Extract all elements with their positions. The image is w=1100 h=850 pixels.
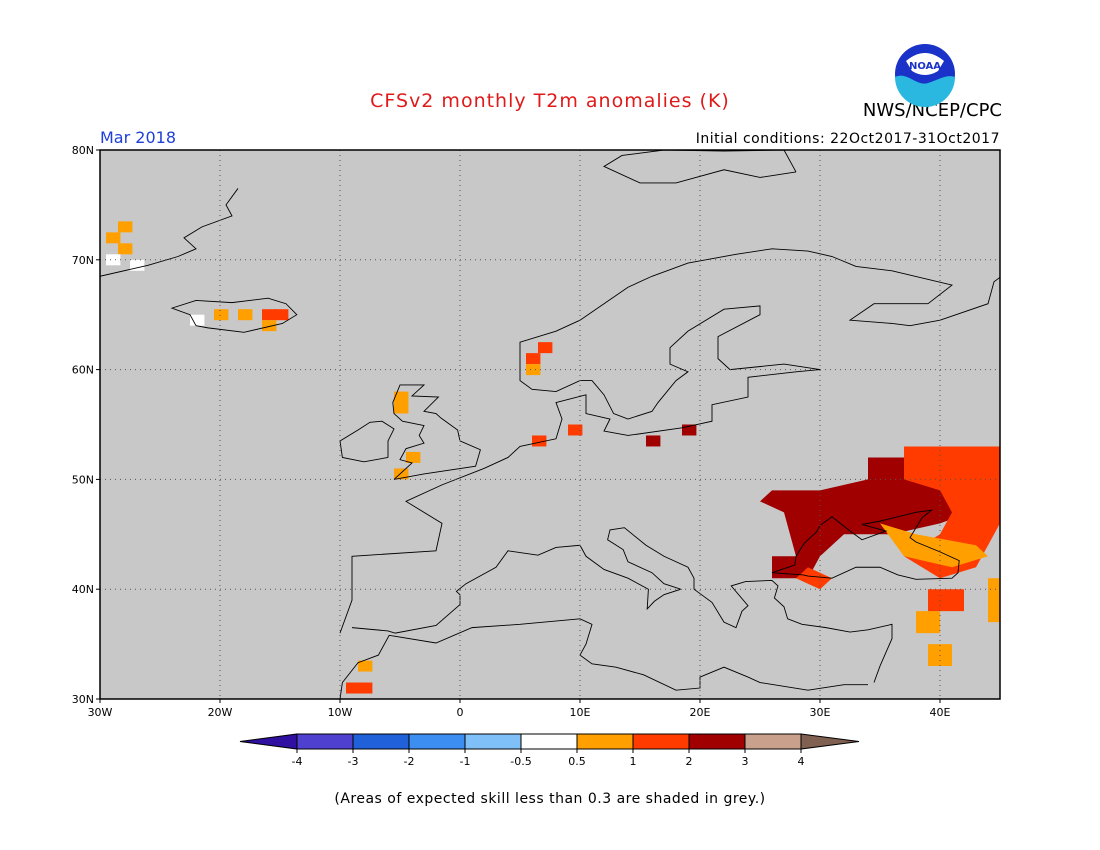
anomaly-cell	[118, 221, 133, 233]
lon-tick-label: 10E	[570, 706, 591, 719]
anomaly-cell	[358, 682, 373, 694]
anomaly-cell	[538, 342, 553, 354]
initial-conditions: Initial conditions: 22Oct2017-31Oct2017	[695, 131, 1000, 147]
anomaly-cell	[190, 314, 205, 326]
colorbar-arrow-high	[800, 733, 860, 750]
anomaly-region	[928, 589, 964, 612]
colorbar-label: -0.5	[510, 755, 531, 768]
colorbar-swatch	[296, 733, 354, 750]
anomaly-cell	[346, 682, 361, 694]
org-label: NWS/NCEP/CPC	[862, 100, 1002, 121]
anomaly-cell	[568, 424, 583, 436]
anomaly-cell	[394, 468, 409, 480]
lon-tick-label: 30W	[88, 706, 113, 719]
anomaly-cell	[532, 435, 547, 447]
colorbar-label: -1	[460, 755, 471, 768]
colorbar-label: 3	[742, 755, 749, 768]
anomaly-cell	[358, 660, 373, 672]
colorbar-swatch	[520, 733, 578, 750]
anomaly-cell	[106, 232, 121, 244]
anomaly-region	[796, 567, 832, 590]
colorbar-swatch	[576, 733, 634, 750]
lon-tick-label: 10W	[328, 706, 353, 719]
anomaly-region	[988, 578, 1000, 623]
anomaly-cell	[130, 259, 145, 271]
colorbar-swatch	[632, 733, 690, 750]
colorbar-label: -3	[348, 755, 359, 768]
anomaly-cell	[394, 402, 409, 414]
colorbar-swatch	[408, 733, 466, 750]
anomaly-region	[916, 611, 940, 634]
anomaly-cell	[106, 254, 121, 266]
lat-tick-label: 60N	[72, 364, 94, 377]
noaa-logo: NOAA	[893, 42, 957, 107]
colorbar-label: 0.5	[568, 755, 586, 768]
anomaly-cell	[526, 353, 541, 365]
lon-tick-label: 20W	[208, 706, 233, 719]
colorbar-swatch	[464, 733, 522, 750]
anomaly-cell	[274, 309, 289, 321]
colorbar-label: 4	[798, 755, 805, 768]
gridlines	[100, 150, 1000, 699]
anomaly-cell	[262, 309, 277, 321]
anomaly-cell	[526, 364, 541, 376]
lat-tick-label: 30N	[72, 693, 94, 706]
anomaly-cell	[682, 424, 697, 436]
forecast-period: Mar 2018	[100, 128, 176, 147]
colorbar-arrow-low	[239, 733, 298, 750]
anomaly-cell	[262, 320, 277, 332]
lon-tick-label: 30E	[810, 706, 831, 719]
anomaly-cell	[118, 243, 133, 255]
anomaly-cell	[238, 309, 253, 321]
colorbar-label: 1	[630, 755, 637, 768]
colorbar-swatch	[352, 733, 410, 750]
lat-tick-label: 80N	[72, 144, 94, 157]
anomaly-region	[880, 523, 988, 568]
map-frame	[99, 149, 1001, 700]
anomaly-cell	[214, 309, 229, 321]
logo-text: NOAA	[909, 61, 941, 72]
lon-tick-label: 20E	[690, 706, 711, 719]
colorbar-label: 2	[686, 755, 693, 768]
map-background	[100, 150, 1000, 699]
chart-title: CFSv2 monthly T2m anomalies (K)	[370, 90, 730, 112]
colorbar-swatch	[744, 733, 802, 750]
lon-tick-label: 0	[457, 706, 464, 719]
anomaly-cell	[394, 391, 409, 403]
lat-tick-label: 70N	[72, 254, 94, 267]
colorbar-label: -4	[292, 755, 303, 768]
anomaly-cell	[406, 451, 421, 463]
colorbar-label: -2	[404, 755, 415, 768]
colorbar-swatch	[688, 733, 746, 750]
lat-tick-label: 40N	[72, 583, 94, 596]
skill-footnote: (Areas of expected skill less than 0.3 a…	[334, 791, 766, 807]
lon-tick-label: 40E	[930, 706, 951, 719]
lat-tick-label: 50N	[72, 473, 94, 486]
anomaly-cell	[646, 435, 661, 447]
colorbar: -4 -3 -2 -1 -0.5 0.5 1 2 3 4	[239, 733, 860, 768]
